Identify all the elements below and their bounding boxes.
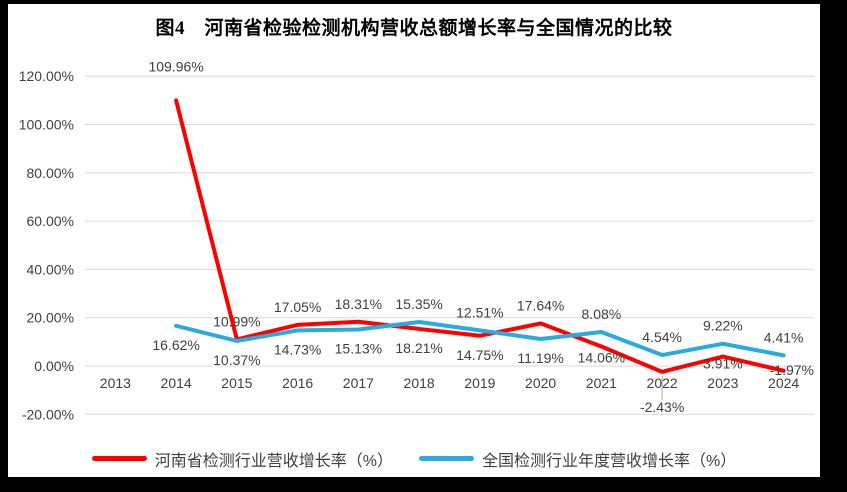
data-label-national: 16.62% bbox=[152, 337, 199, 353]
y-tick-label: 20.00% bbox=[27, 310, 74, 326]
data-label-national: 18.21% bbox=[395, 340, 442, 356]
series-line-henan bbox=[174, 98, 786, 374]
data-label-henan: 17.05% bbox=[274, 299, 321, 315]
x-tick-label: 2018 bbox=[404, 375, 435, 391]
x-tick-label: 2013 bbox=[100, 375, 131, 391]
legend-swatch-national-blue-line bbox=[419, 456, 474, 461]
data-label-henan: 17.64% bbox=[517, 297, 564, 313]
legend-item-national: 全国检测行业年度营收增长率（%） bbox=[419, 447, 736, 471]
data-label-henan: 3.91% bbox=[703, 356, 743, 372]
chart-legend: 河南省检测行业营收增长率（%） 全国检测行业年度营收增长率（%） bbox=[8, 440, 820, 477]
y-tick-label: -20.00% bbox=[22, 406, 74, 422]
data-label-national: 14.06% bbox=[578, 349, 625, 365]
data-label-henan: 109.96% bbox=[148, 58, 203, 74]
x-tick-label: 2014 bbox=[161, 375, 192, 391]
data-label-henan: 12.51% bbox=[456, 304, 503, 320]
data-label-national: 4.41% bbox=[764, 329, 804, 345]
legend-swatch-henan-red-line bbox=[91, 456, 147, 461]
chart-title: 图4 河南省检验检测机构营收总额增长率与全国情况的比较 bbox=[155, 17, 673, 39]
x-tick-label: 2017 bbox=[343, 375, 374, 391]
y-tick-label: 120.00% bbox=[19, 68, 74, 84]
y-tick-label: 80.00% bbox=[27, 165, 74, 181]
data-label-henan: -2.43% bbox=[640, 399, 684, 415]
x-tick-label: 2024 bbox=[768, 375, 799, 391]
x-tick-label: 2019 bbox=[464, 375, 495, 391]
x-tick-label: 2023 bbox=[707, 375, 738, 391]
chart-card: 图4 河南省检验检测机构营收总额增长率与全国情况的比较 120.00% 100.0… bbox=[8, 4, 820, 477]
y-tick-label: 40.00% bbox=[27, 261, 74, 277]
x-tick-label: 2016 bbox=[282, 375, 313, 391]
data-label-henan: 10.99% bbox=[213, 313, 260, 329]
legend-label-national: 全国检测行业年度营收增长率（%） bbox=[482, 452, 737, 470]
line-chart: 120.00% 100.00% 80.00% 60.00% 40.00% 20.00% 0.… bbox=[19, 58, 814, 422]
data-label-national: 15.13% bbox=[335, 340, 382, 356]
data-label-henan: 8.08% bbox=[582, 306, 622, 322]
data-label-henan: -1.97% bbox=[770, 362, 814, 378]
legend-item-henan: 河南省检测行业营收增长率（%） bbox=[91, 447, 393, 471]
data-label-national: 4.54% bbox=[642, 329, 682, 345]
x-tick-label: 2015 bbox=[221, 375, 252, 391]
data-label-henan: 18.31% bbox=[335, 296, 382, 312]
y-tick-label: 0.00% bbox=[34, 358, 74, 374]
data-label-national: 11.19% bbox=[517, 350, 563, 366]
legend-label-henan: 河南省检测行业营收增长率（%） bbox=[154, 452, 393, 470]
y-tick-label: 100.00% bbox=[19, 117, 74, 133]
data-label-henan: 15.35% bbox=[395, 296, 442, 312]
y-tick-label: 60.00% bbox=[27, 213, 74, 229]
series-line-national bbox=[174, 320, 786, 358]
x-tick-label: 2021 bbox=[586, 375, 617, 391]
data-label-national: 10.37% bbox=[213, 352, 260, 368]
x-tick-label: 2020 bbox=[525, 375, 556, 391]
data-label-national: 14.73% bbox=[274, 341, 321, 357]
data-label-national: 9.22% bbox=[703, 318, 743, 334]
data-label-national: 14.75% bbox=[456, 347, 503, 363]
